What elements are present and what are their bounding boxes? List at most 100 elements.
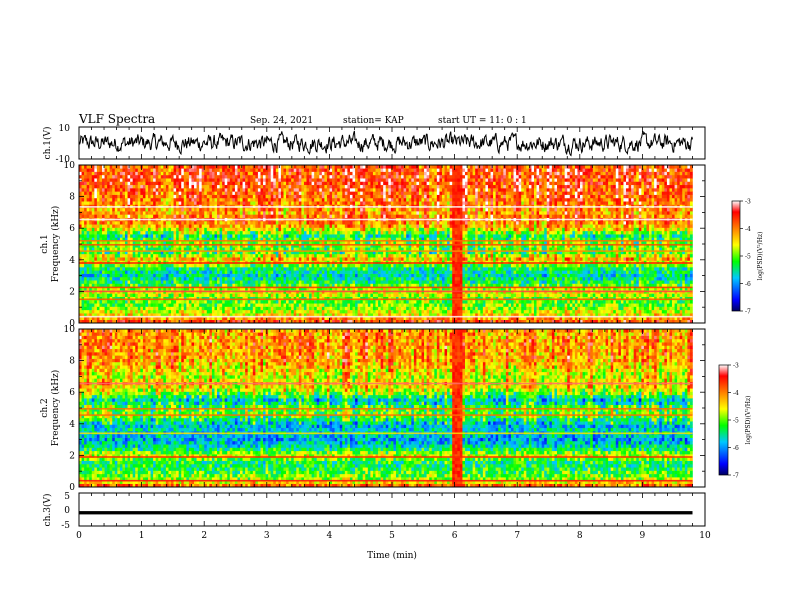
- spectrogram-cell: [135, 185, 138, 189]
- spectrogram-cell: [299, 165, 302, 169]
- spectrogram-cell: [248, 277, 251, 281]
- spectrogram-cell: [161, 293, 164, 297]
- spectrogram-cell: [294, 274, 297, 278]
- spectrogram-cell: [84, 211, 87, 215]
- spectrogram-cell: [112, 172, 115, 176]
- spectrogram-cell: [117, 303, 120, 307]
- spectrogram-cell: [125, 201, 128, 205]
- spectrogram-cell: [168, 191, 171, 195]
- spectrogram-cell: [304, 280, 307, 284]
- spectrogram-cell: [168, 175, 171, 179]
- spectrogram-cell: [253, 257, 256, 261]
- spectrogram-cell: [294, 221, 297, 225]
- spectrogram-cell: [304, 234, 307, 238]
- spectrogram-cell: [135, 234, 138, 238]
- spectrogram-cell: [243, 168, 246, 172]
- spectrogram-cell: [324, 211, 327, 215]
- spectrogram-cell: [230, 185, 233, 189]
- spectrogram-cell: [179, 175, 182, 179]
- spectrogram-cell: [243, 181, 246, 185]
- spectrogram-cell: [112, 300, 115, 304]
- spectrogram-cell: [120, 188, 123, 192]
- spectrogram-cell: [145, 211, 148, 215]
- spectrogram-cell: [161, 195, 164, 199]
- spectrogram-cell: [148, 310, 151, 314]
- spectrogram-cell: [312, 198, 315, 202]
- spectrogram-cell: [273, 293, 276, 297]
- spectrogram-cell: [112, 270, 115, 274]
- spectrogram-cell: [309, 188, 312, 192]
- spectrogram-cell: [217, 168, 220, 172]
- spectrogram-cell: [330, 221, 333, 225]
- spectrogram-cell: [110, 307, 113, 311]
- spectrogram-cell: [94, 221, 97, 225]
- spectrogram-cell: [232, 231, 235, 235]
- spectrogram-cell: [199, 257, 202, 261]
- spectrogram-cell: [207, 195, 210, 199]
- spectrogram-cell: [128, 231, 131, 235]
- spectrogram-cell: [301, 267, 304, 271]
- spectrogram-cell: [291, 214, 294, 218]
- spectrogram-cell: [197, 231, 200, 235]
- spectrogram-cell: [222, 293, 225, 297]
- spectrogram-cell: [235, 198, 238, 202]
- spectrogram-cell: [209, 165, 212, 169]
- spectrogram-cell: [307, 231, 310, 235]
- spectrogram-cell: [92, 211, 95, 215]
- spectrogram-cell: [151, 264, 154, 268]
- spectrogram-cell: [202, 188, 205, 192]
- spectrogram-cell: [248, 270, 251, 274]
- spectrogram-cell: [220, 208, 223, 212]
- spectrogram-cell: [176, 211, 179, 215]
- spectrogram-cell: [191, 221, 194, 225]
- spectrogram-cell: [117, 284, 120, 288]
- spectrogram-cell: [248, 254, 251, 258]
- spectrogram-cell: [92, 224, 95, 228]
- spectrogram-cell: [248, 208, 251, 212]
- spectrogram-cell: [289, 277, 292, 281]
- spectrogram-cell: [281, 310, 284, 314]
- spectrogram-cell: [225, 231, 228, 235]
- spectrogram-cell: [276, 264, 279, 268]
- spectrogram-cell: [212, 168, 215, 172]
- spectrogram-cell: [194, 267, 197, 271]
- spectrogram-cell: [222, 221, 225, 225]
- spectrogram-cell: [307, 191, 310, 195]
- spectrogram-cell: [82, 234, 85, 238]
- spectrogram-cell: [94, 307, 97, 311]
- spectrogram-cell: [120, 284, 123, 288]
- spectrogram-cell: [281, 185, 284, 189]
- spectrogram-cell: [337, 195, 340, 199]
- spectrogram-cell: [133, 300, 136, 304]
- spectrogram-cell: [278, 270, 281, 274]
- spectrogram-cell: [112, 214, 115, 218]
- spectrogram-cell: [194, 254, 197, 258]
- spectrogram-cell: [220, 178, 223, 182]
- spectrogram-cell: [133, 181, 136, 185]
- spectrogram-cell: [102, 234, 105, 238]
- spectrogram-cell: [212, 221, 215, 225]
- spectrogram-cell: [140, 303, 143, 307]
- spectrogram-cell: [151, 185, 154, 189]
- spectrogram-cell: [99, 214, 102, 218]
- spectrogram-cell: [199, 303, 202, 307]
- spectrogram-cell: [232, 165, 235, 169]
- spectrogram-cell: [163, 270, 166, 274]
- spectrogram-cell: [286, 224, 289, 228]
- spectrogram-cell: [248, 175, 251, 179]
- spectrogram-cell: [212, 208, 215, 212]
- spectrogram-cell: [248, 274, 251, 278]
- spectrogram-cell: [145, 267, 148, 271]
- spectrogram-cell: [283, 172, 286, 176]
- spectrogram-cell: [158, 303, 161, 307]
- spectrogram-cell: [230, 168, 233, 172]
- spectrogram-cell: [181, 303, 184, 307]
- spectrogram-cell: [266, 293, 269, 297]
- spectrogram-cell: [212, 214, 215, 218]
- spectrogram-cell: [314, 191, 317, 195]
- spectrogram-cell: [289, 274, 292, 278]
- spectrogram-cell: [174, 188, 177, 192]
- spectrogram-cell: [225, 228, 228, 232]
- spectrogram-cell: [122, 231, 125, 235]
- spectrogram-cell: [87, 257, 90, 261]
